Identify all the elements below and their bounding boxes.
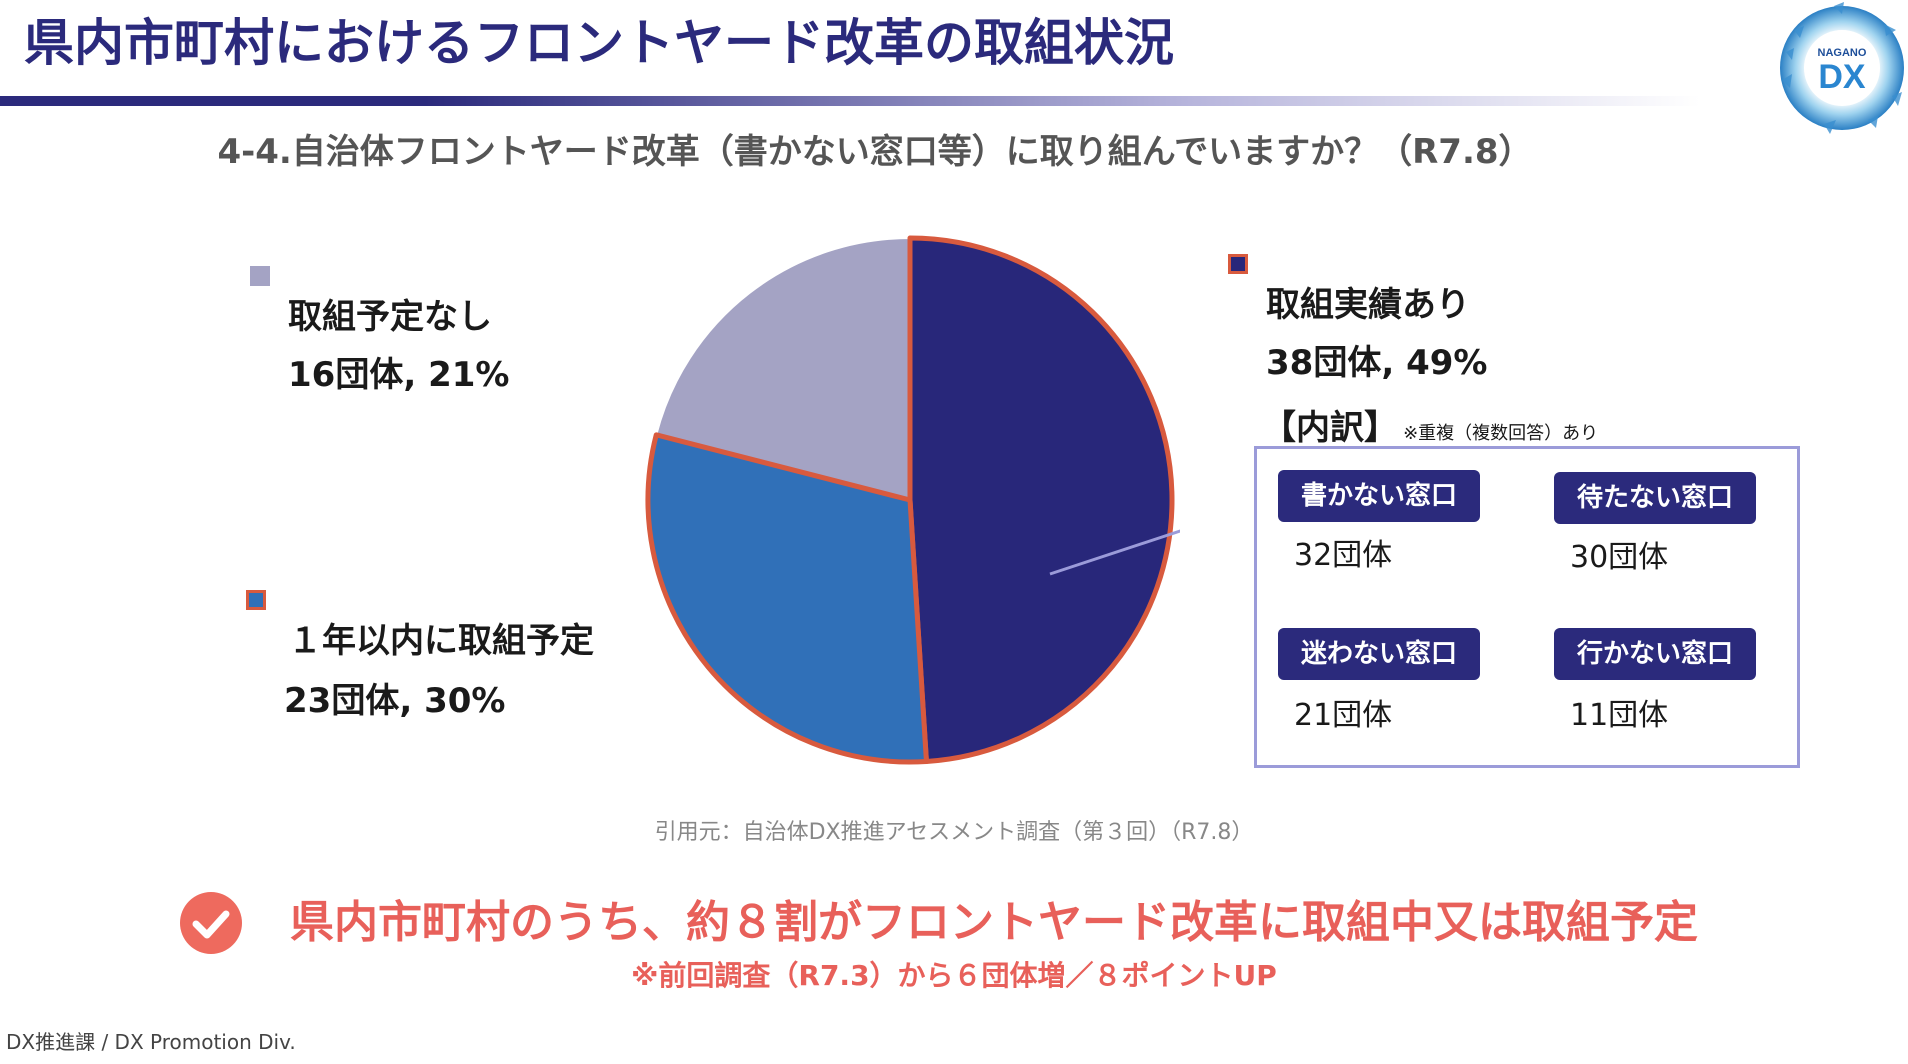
legend-swatch-planned (246, 590, 266, 610)
source-citation: 引用元：自治体DX推進アセスメント調査（第３回）（R7.8） (654, 820, 1254, 845)
breakdown-count-ikanai: 11団体 (1570, 698, 1669, 733)
legend-label-none: 取組予定なし (288, 297, 492, 337)
legend-swatch-none (250, 266, 270, 286)
conclusion-note: ※前回調査（R7.3）から６団体増／８ポイントUP (631, 959, 1277, 992)
breakdown-pill-ikanai: 行かない窓口 (1554, 628, 1756, 680)
pie-slice-done (907, 235, 1175, 764)
breakdown-pill-mayowanai: 迷わない窓口 (1278, 628, 1480, 680)
breakdown-connector-line (1049, 529, 1180, 576)
breakdown-count-mayowanai: 21団体 (1294, 698, 1393, 733)
pie-slice-planned (645, 432, 929, 765)
nagano-dx-logo: NAGANO DX (1780, 2, 1904, 134)
legend-value-done: 38団体, 49% (1266, 343, 1488, 383)
legend-label-planned: １年以内に取組予定 (288, 621, 594, 661)
legend-swatch-done (1228, 254, 1248, 274)
breakdown-pill-matanai: 待たない窓口 (1554, 472, 1756, 524)
breakdown-count-kakanai: 32団体 (1294, 538, 1393, 573)
header-divider (0, 96, 1700, 106)
legend-value-planned: 23団体, 30% (284, 681, 506, 721)
logo-main-text: DX (1818, 58, 1866, 96)
page-title: 県内市町村におけるフロントヤード改革の取組状況 (24, 14, 1174, 72)
pie-slice-none (655, 236, 911, 502)
check-circle-icon (180, 892, 242, 954)
breakdown-heading: 【内訳】 (1262, 408, 1398, 448)
legend-label-done: 取組実績あり (1266, 285, 1470, 325)
pie-chart (645, 235, 1180, 765)
breakdown-box (1254, 446, 1800, 768)
footer-division: DX推進課 / DX Promotion Div. (6, 1030, 296, 1054)
survey-question: 4-4.自治体フロントヤード改革（書かない窓口等）に取り組んでいますか？（R7.… (217, 132, 1533, 172)
conclusion-text: 県内市町村のうち、約８割がフロントヤード改革に取組中又は取組予定 (290, 897, 1698, 948)
logo-top-text: NAGANO (1818, 47, 1867, 59)
breakdown-pill-kakanai: 書かない窓口 (1278, 470, 1480, 522)
breakdown-note: ※重複（複数回答）あり (1403, 423, 1599, 444)
breakdown-count-matanai: 30団体 (1570, 540, 1669, 575)
breakdown-heading-row: 【内訳】 ※重複（複数回答）あり (1262, 400, 1598, 449)
legend-value-none: 16団体, 21% (288, 355, 510, 395)
